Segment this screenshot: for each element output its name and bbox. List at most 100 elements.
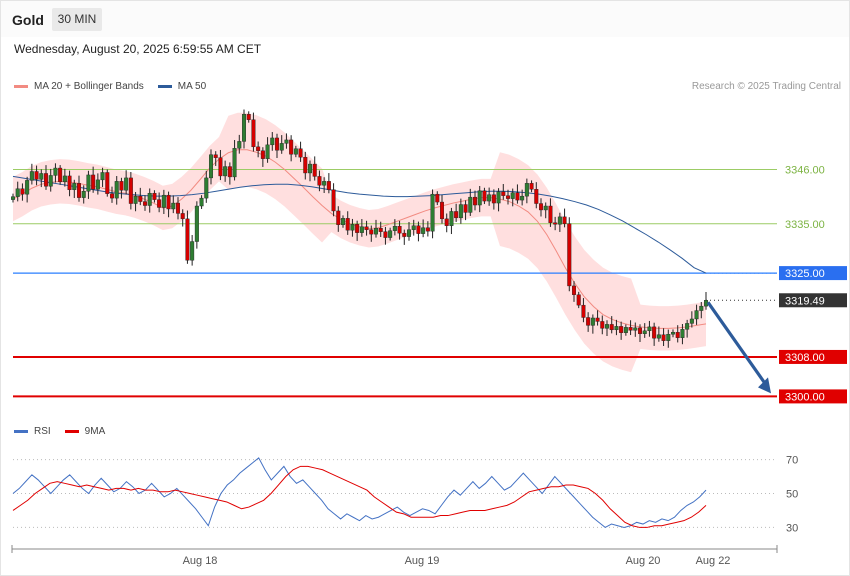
candle-body: [576, 294, 581, 306]
candle-body: [256, 146, 261, 151]
level-label: 3346.00: [785, 165, 825, 177]
copyright-notice: Research © 2025 Trading Central: [691, 81, 841, 92]
candle-body: [293, 148, 298, 155]
candle-body: [331, 189, 336, 212]
time-tick-label: Aug 22: [696, 555, 731, 567]
price-labels: 3346.00 3335.00 3325.00 3319.49 3308.00 3300.…: [779, 165, 847, 404]
candle-body: [303, 156, 308, 174]
candle-body: [652, 326, 657, 339]
candle-body: [114, 181, 119, 199]
candle-body: [246, 114, 251, 120]
candle-body: [232, 148, 237, 178]
rsi-ma-line: [12, 465, 707, 528]
level-label: 3335.00: [785, 219, 825, 231]
candle-body: [284, 139, 289, 144]
candle-body: [227, 166, 232, 178]
time-tick-label: Aug 18: [183, 555, 218, 567]
candle-body: [628, 327, 633, 331]
candle-body: [633, 327, 638, 331]
candle-body: [482, 190, 487, 202]
bollinger-band: [13, 112, 706, 373]
instrument-title: Gold: [12, 12, 44, 28]
candle-body: [142, 201, 147, 206]
rsi-swatch: [14, 430, 28, 433]
candle-body: [605, 324, 610, 329]
rsi-ma-swatch: [64, 430, 79, 433]
time-tick-label: Aug 20: [626, 555, 661, 567]
rsi-line: [12, 457, 707, 529]
candle-body: [520, 195, 525, 201]
candle-body: [524, 183, 529, 197]
candles: [10, 109, 709, 348]
candle-body: [341, 218, 346, 225]
time-tick-label: Aug 19: [405, 555, 440, 567]
level-label: 3319.49: [785, 295, 825, 307]
rsi-legend-label: RSI: [34, 426, 51, 437]
level-label-box: [779, 389, 847, 404]
candle-body: [534, 189, 539, 204]
candle-body: [48, 175, 53, 187]
candle-body: [15, 188, 20, 197]
candle-body: [289, 139, 294, 155]
candle-body: [275, 137, 280, 151]
candle-body: [463, 204, 468, 213]
candle-body: [270, 137, 275, 146]
candle-body: [402, 232, 407, 237]
bollinger-band-area: [13, 112, 706, 373]
candle-body: [161, 194, 166, 208]
candle-body: [326, 181, 331, 190]
candle-body: [449, 211, 454, 226]
rsi-tick-label: 70: [786, 455, 798, 467]
candle-body: [543, 205, 548, 211]
candle-body: [581, 304, 586, 318]
candle-body: [147, 192, 152, 206]
candle-body: [298, 148, 303, 158]
candle-body: [515, 192, 520, 201]
candle-body: [91, 174, 96, 190]
candle-body: [392, 226, 397, 231]
candle-body: [557, 216, 562, 225]
candle-body: [458, 204, 463, 219]
candle-body: [416, 225, 421, 234]
candle-body: [124, 177, 129, 191]
candle-body: [355, 224, 360, 233]
candle-body: [699, 305, 704, 311]
candle-body: [171, 202, 176, 210]
rsi-tick-label: 50: [786, 489, 798, 501]
candle-body: [567, 223, 572, 287]
candle-body: [72, 183, 77, 190]
rsi-tick-label: 30: [786, 522, 798, 534]
candle-body: [29, 171, 34, 181]
candle-body: [86, 174, 91, 192]
candle-body: [383, 231, 388, 238]
candle-body: [369, 229, 374, 235]
candle-body: [175, 202, 180, 214]
forecast-arrow: [706, 301, 771, 394]
timeframe-badge[interactable]: 30 MIN: [52, 8, 102, 31]
candle-body: [425, 227, 430, 232]
candle-body: [407, 229, 412, 237]
candle-body: [685, 323, 690, 330]
candle-body: [435, 193, 440, 203]
candle-body: [81, 191, 86, 198]
candle-body: [595, 317, 600, 322]
candle-body: [411, 225, 416, 230]
candle-body: [609, 324, 614, 331]
candle-body: [491, 194, 496, 204]
candle-body: [539, 203, 544, 211]
time-axis: Aug 18 Aug 19 Aug 20 Aug 22: [11, 545, 778, 567]
candle-body: [180, 213, 185, 220]
candle-body: [105, 172, 110, 194]
candle-body: [199, 197, 204, 207]
candle-body: [694, 310, 699, 320]
candle-body: [223, 166, 228, 177]
candle-body: [152, 192, 157, 200]
candle-body: [95, 179, 100, 190]
candle-body: [473, 196, 478, 206]
rsi-legend: RSI 9MA: [14, 426, 105, 437]
candle-body: [590, 317, 595, 326]
candle-body: [430, 193, 435, 232]
candle-body: [213, 154, 218, 158]
candle-body: [350, 224, 355, 231]
